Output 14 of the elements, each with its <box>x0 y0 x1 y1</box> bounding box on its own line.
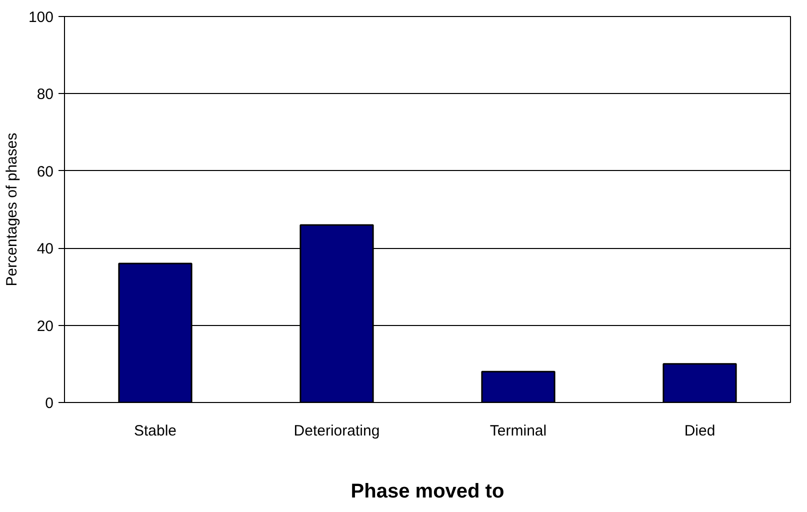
y-tick-label: 40 <box>36 240 54 258</box>
y-tick-label: 20 <box>36 318 54 335</box>
bar <box>662 363 737 402</box>
y-tick-label: 0 <box>45 395 54 412</box>
y-tick-label: 100 <box>28 9 54 26</box>
x-axis-title: Phase moved to <box>350 480 504 502</box>
x-tick-label: Deteriorating <box>294 422 380 440</box>
y-tick-label: 80 <box>36 86 54 104</box>
y-tick-label: 60 <box>36 163 54 180</box>
bar <box>481 370 556 402</box>
y-axis-title: Percentages of phases <box>3 132 20 286</box>
x-tick-label: Died <box>684 422 716 440</box>
x-tick-label: Stable <box>134 422 177 440</box>
x-tick-label: Terminal <box>490 422 547 440</box>
